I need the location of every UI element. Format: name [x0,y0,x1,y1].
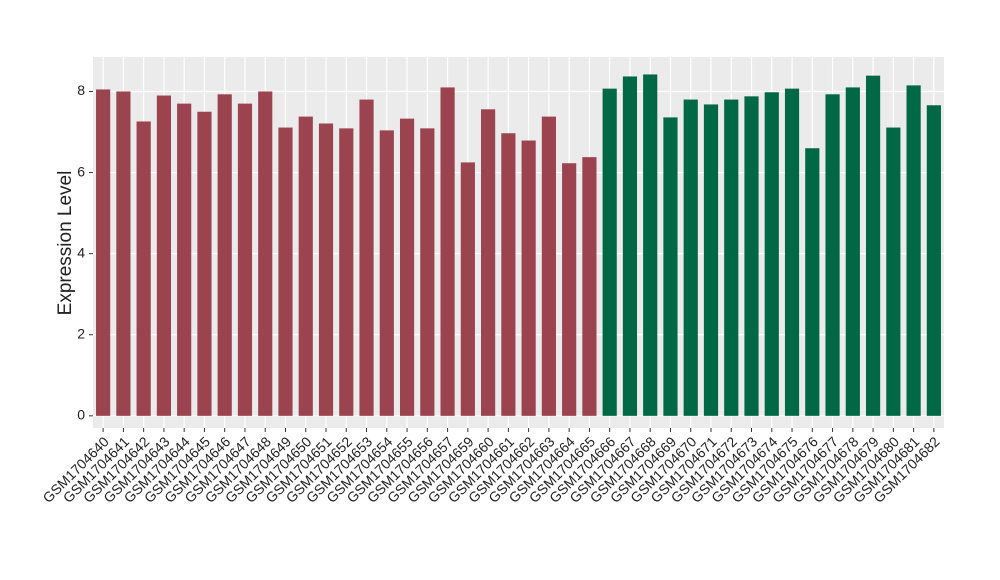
y-tick-label: 4 [77,244,85,260]
bar [643,74,658,416]
bar [399,118,415,416]
bar [278,127,293,416]
bar [481,109,496,416]
bar [865,75,881,416]
bar [541,116,556,416]
bar [764,92,779,416]
bar [197,111,212,416]
bar [683,99,698,416]
bar [460,162,475,416]
bar [825,94,840,416]
bar [177,103,192,416]
bar [886,127,901,416]
bar [156,95,172,416]
bar [703,104,719,416]
bar [258,91,273,416]
bar [440,87,455,416]
bar [521,140,536,416]
bar [96,89,111,416]
bar [805,148,820,416]
bar [339,128,354,416]
bar [562,163,577,416]
bar [582,157,597,416]
bar [116,91,131,416]
bar [136,121,151,416]
bar [298,116,313,416]
y-tick-label: 0 [77,407,85,423]
bar [845,87,860,416]
bar [379,130,394,416]
y-tick-label: 2 [77,325,85,341]
y-axis-title: Expression Level [55,171,76,316]
bar [217,94,232,416]
bar [906,85,921,416]
bar [602,88,617,416]
y-tick-label: 6 [77,163,85,179]
bar [318,123,334,416]
y-tick-label: 8 [77,82,85,98]
bar [926,105,941,416]
bar [784,88,800,416]
bar [237,103,253,416]
bar [622,76,638,416]
bar [724,99,739,416]
bar [420,128,435,416]
plot-background [93,57,944,428]
bar [501,133,516,416]
bar [744,96,759,416]
bar [359,99,374,416]
bar [663,117,678,416]
